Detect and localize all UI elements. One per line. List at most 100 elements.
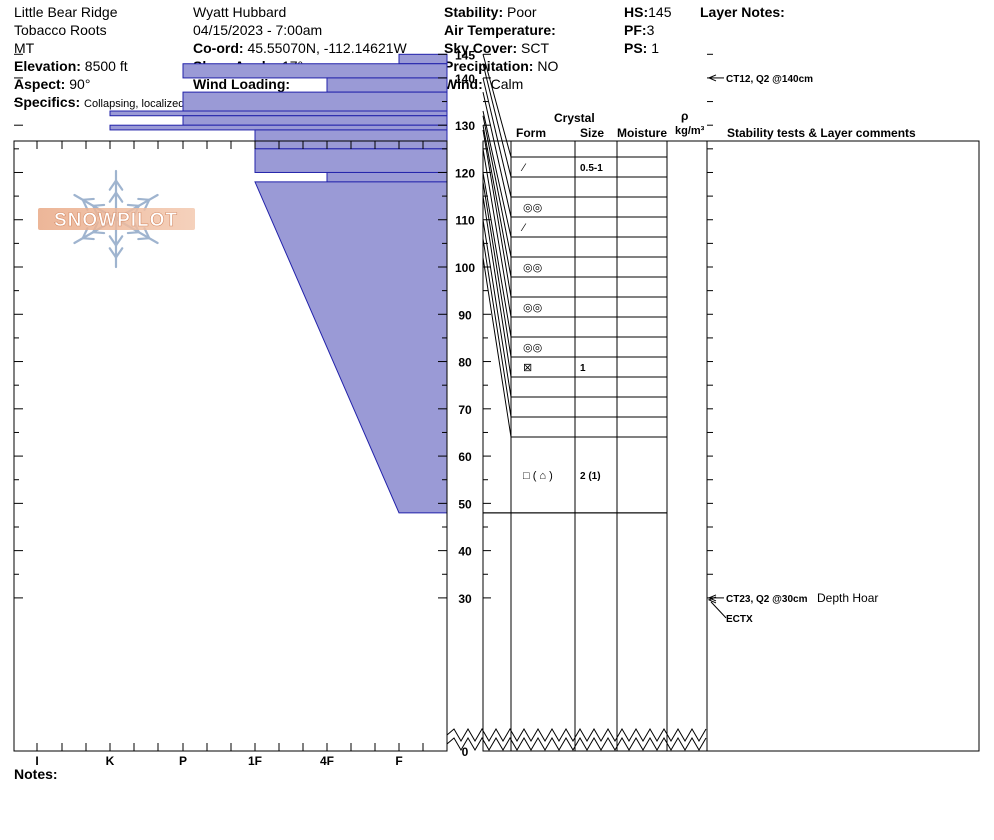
height-tick-label: 50 [458,497,472,511]
snowflake-branch [81,237,95,241]
snowflake-branch [92,231,106,235]
test-arrowhead [707,596,717,604]
height-tick-label: 120 [455,166,475,180]
height-tick-label: 110 [455,214,475,228]
layer-connector [482,92,512,218]
layer-connector [482,257,512,438]
height-tick-label: 140 [455,72,475,86]
hardness-tick-label: P [179,754,187,768]
air-temp-label: Air Temperature: [444,22,556,38]
aspect-row: Aspect: 90° [14,76,90,92]
layer-connector [482,148,512,318]
size-header: Size [580,126,605,140]
coord-row: Co-ord: 45.55070N, -112.14621W [193,40,407,56]
hardness-layer [326,77,448,93]
layer-grain-form: ⁄ [520,162,527,174]
layer-table-frame [482,140,980,752]
notes-label: Notes: [14,766,58,782]
stability-value: Poor [507,4,537,20]
height-tick-label: 40 [458,545,472,559]
pf-label: PF: [624,22,647,38]
height-tick-label: 0 [462,745,469,759]
layer-connector [482,219,512,398]
sky-label: Sky Cover: [444,40,518,56]
layer-grain-size: 1 [580,363,586,374]
test-arrowhead [707,74,717,82]
density-unit-header: kg/m³ [675,125,705,137]
coord-label: Co-ord: [193,40,244,56]
wind-loading-row: Wind Loading: [193,76,290,92]
height-tick-label: 30 [458,592,472,606]
snowflake-branch [114,247,124,259]
hardness-tick-label: I [35,754,38,768]
hardness-tick-label: K [106,754,115,768]
stability-row: Stability: Poor [444,4,537,20]
state: MT [14,40,35,56]
snowflake-branch [114,191,124,203]
hardness-tick-label: 1F [248,754,262,768]
height-tick-label: 70 [458,403,472,417]
pf-row: PF:3 [624,22,654,38]
aspect-value: 90° [69,76,91,92]
layer-connector [482,115,512,258]
snowflake-branch [126,231,140,235]
snowflake-branch [126,203,140,207]
hardness-layer [398,53,448,65]
elevation-value: 8500 ft [84,58,128,74]
layer-connector [482,63,512,178]
layer-connector [482,77,512,198]
layer-notes-label: Layer Notes: [700,4,785,20]
wind-loading-label: Wind Loading: [193,76,291,92]
hardness-layer [109,124,448,131]
hardness-layer [182,91,448,112]
snowflake-branch [137,237,151,241]
layer-connector [482,172,512,338]
axis-break-zigzag [446,737,707,751]
layer-grain-form: ⁄ [520,222,527,234]
wind-value: Calm [490,76,524,92]
sky-row: Sky Cover: SCT [444,40,549,56]
ps-row: PS: 1 [624,40,659,56]
elevation-label: Elevation: [14,58,81,74]
snowflake-branch [81,197,95,201]
snowflake-branch [114,179,124,191]
wind-label: Wind: [444,76,483,92]
layer-connector [482,129,512,298]
precip-value: NO [537,58,559,74]
observer-name: Wyatt Hubbard [193,4,287,20]
wind-row: Wind: Calm [444,76,523,92]
hardness-layer [254,148,448,173]
sky-value: SCT [521,40,550,56]
ps-value: 1 [651,40,660,56]
hardness-tick-label: 4F [320,754,334,768]
hs-value: 145 [648,4,672,20]
height-tick-label: 145 [455,48,475,62]
height-tick-label: 80 [458,356,472,370]
snowflake-branch [108,179,118,191]
hardness-layer [254,181,448,514]
layer-grain-form: ◎◎ [523,342,542,354]
layer-grain-size: 2 (1) [580,471,601,482]
layer-connector [482,125,512,278]
hardness-layer [182,115,448,126]
snowpilot-logo: SNOWPILOT [38,169,195,269]
axis-break-zigzag [446,728,707,742]
layer-grain-form: ◎◎ [523,202,542,214]
hs-label: HS: [624,4,649,20]
stability-test-result: CT23, Q2 @30cm [726,594,808,605]
specifics-label: Specifics: [14,94,81,110]
hs-row: HS:145 [624,4,671,20]
stability-test-result: CT12, Q2 @140cm [726,74,813,85]
observation-datetime: 04/15/2023 - 7:00am [193,22,323,38]
snowflake-branch [108,247,118,259]
height-tick-label: 90 [458,308,472,322]
height-tick-label: 60 [458,450,472,464]
hardness-tick-label: F [395,754,402,768]
layer-connector [482,196,512,378]
snowflake-branch [92,203,106,207]
precip-row: Precipitation: NO [444,58,558,74]
layer-connector [482,54,512,158]
elevation-row: Elevation: 8500 ft [14,58,128,74]
rho-header: ρ [681,109,689,123]
